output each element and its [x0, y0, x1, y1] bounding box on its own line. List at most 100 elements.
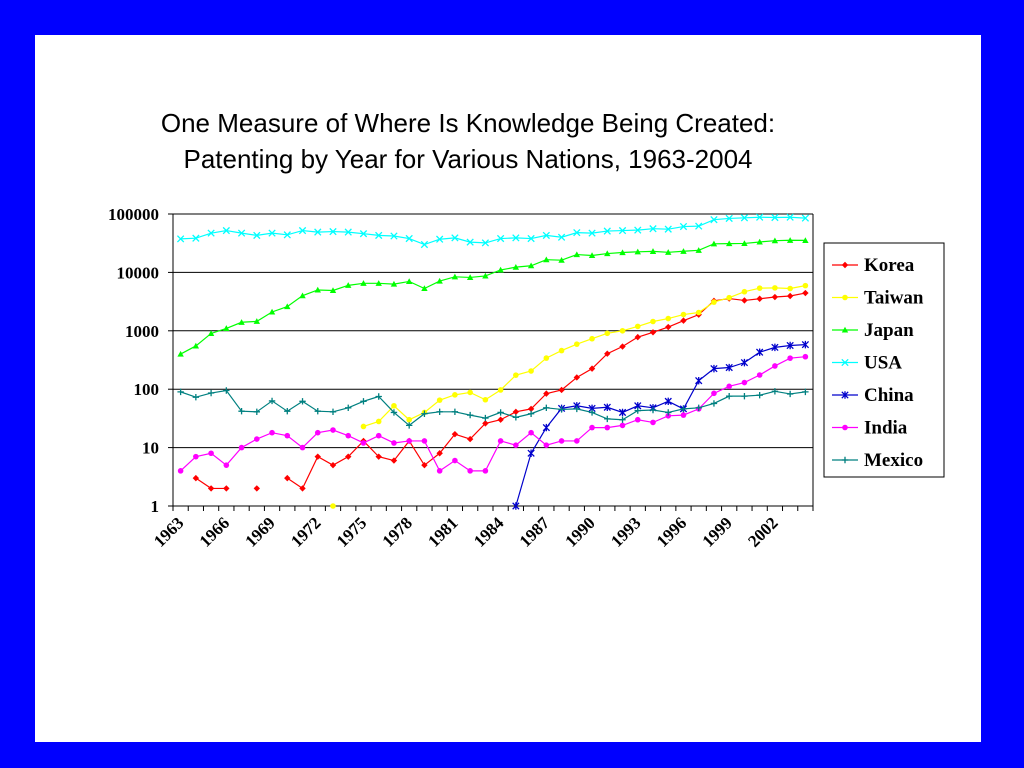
data-point — [466, 238, 474, 246]
data-point — [710, 364, 718, 373]
data-point — [223, 485, 230, 492]
data-point — [391, 402, 397, 409]
data-point — [223, 387, 230, 394]
data-point — [513, 372, 519, 378]
data-point — [771, 237, 779, 244]
data-point — [543, 442, 550, 448]
data-point — [330, 427, 336, 433]
data-point — [329, 227, 337, 236]
data-point — [618, 408, 627, 417]
data-point — [558, 347, 565, 354]
data-point — [208, 450, 214, 457]
x-tick-label: 1984 — [470, 513, 508, 551]
data-point — [619, 327, 626, 334]
data-point — [841, 326, 849, 333]
data-point — [192, 342, 200, 349]
data-point — [756, 295, 763, 302]
data-point — [512, 408, 520, 416]
data-point — [360, 423, 367, 430]
data-point — [711, 299, 717, 305]
data-point — [680, 248, 687, 254]
data-point — [604, 330, 611, 337]
data-point — [603, 403, 611, 411]
data-point — [452, 392, 458, 398]
data-point — [254, 436, 260, 442]
data-point — [466, 411, 474, 419]
data-point — [725, 214, 733, 223]
data-point — [695, 222, 703, 230]
data-point — [841, 456, 849, 464]
data-point — [283, 231, 291, 239]
y-tick-label: 10 — [142, 439, 159, 458]
data-point — [756, 391, 763, 399]
data-point — [842, 294, 848, 301]
slide: One Measure of Where Is Knowledge Being … — [35, 35, 981, 742]
data-point — [588, 229, 596, 237]
data-point — [299, 292, 306, 299]
data-point — [451, 273, 459, 280]
data-point — [268, 229, 276, 237]
series-china — [512, 340, 810, 510]
data-point — [497, 438, 504, 444]
series-line — [180, 216, 806, 246]
data-point — [269, 429, 275, 436]
data-point — [741, 392, 748, 400]
data-point — [496, 234, 505, 243]
x-tick-label: 1963 — [150, 513, 187, 550]
data-point — [649, 248, 657, 254]
x-tick-label: 1975 — [333, 513, 370, 550]
data-point — [725, 240, 733, 247]
data-point — [649, 406, 657, 414]
data-point — [314, 228, 322, 236]
data-point — [679, 222, 688, 231]
legend: Korea Taiwan Japan USA China India Mexico — [823, 242, 945, 478]
data-point — [841, 261, 849, 269]
data-point — [375, 393, 382, 400]
data-point — [619, 422, 626, 429]
data-point — [543, 355, 550, 361]
x-tick-label: 1966 — [196, 513, 233, 550]
data-point — [193, 453, 199, 460]
data-point — [542, 423, 550, 432]
data-point — [298, 226, 307, 235]
data-point — [618, 226, 627, 235]
data-point — [740, 214, 749, 222]
data-point — [314, 429, 321, 436]
legend-item-korea: Korea — [832, 255, 915, 276]
data-point — [359, 230, 368, 238]
data-point — [695, 309, 702, 316]
data-point — [177, 350, 184, 357]
data-point — [665, 315, 672, 322]
data-point — [756, 238, 763, 245]
data-point — [207, 389, 215, 397]
data-point — [436, 235, 444, 243]
data-point — [573, 405, 581, 413]
data-point — [710, 216, 718, 224]
data-point — [741, 297, 748, 304]
data-point — [390, 409, 398, 416]
data-point — [207, 330, 215, 337]
data-point — [665, 409, 672, 416]
data-point — [634, 407, 641, 414]
data-point — [542, 231, 550, 240]
data-point — [420, 240, 429, 249]
data-point — [710, 240, 718, 247]
data-point — [299, 485, 306, 492]
data-point — [756, 285, 763, 291]
data-point — [466, 274, 474, 280]
data-point — [665, 323, 672, 331]
data-point — [842, 424, 848, 431]
x-tick-label: 1978 — [379, 513, 416, 550]
data-point — [177, 468, 184, 474]
series-japan — [177, 237, 809, 357]
data-point — [207, 485, 215, 492]
data-point — [650, 318, 656, 325]
data-point — [237, 229, 246, 237]
data-point — [588, 365, 596, 372]
data-point — [482, 414, 489, 422]
data-point — [375, 280, 382, 286]
series-usa — [176, 213, 810, 249]
data-point — [192, 234, 200, 242]
data-point — [527, 234, 535, 243]
data-point — [786, 213, 794, 221]
